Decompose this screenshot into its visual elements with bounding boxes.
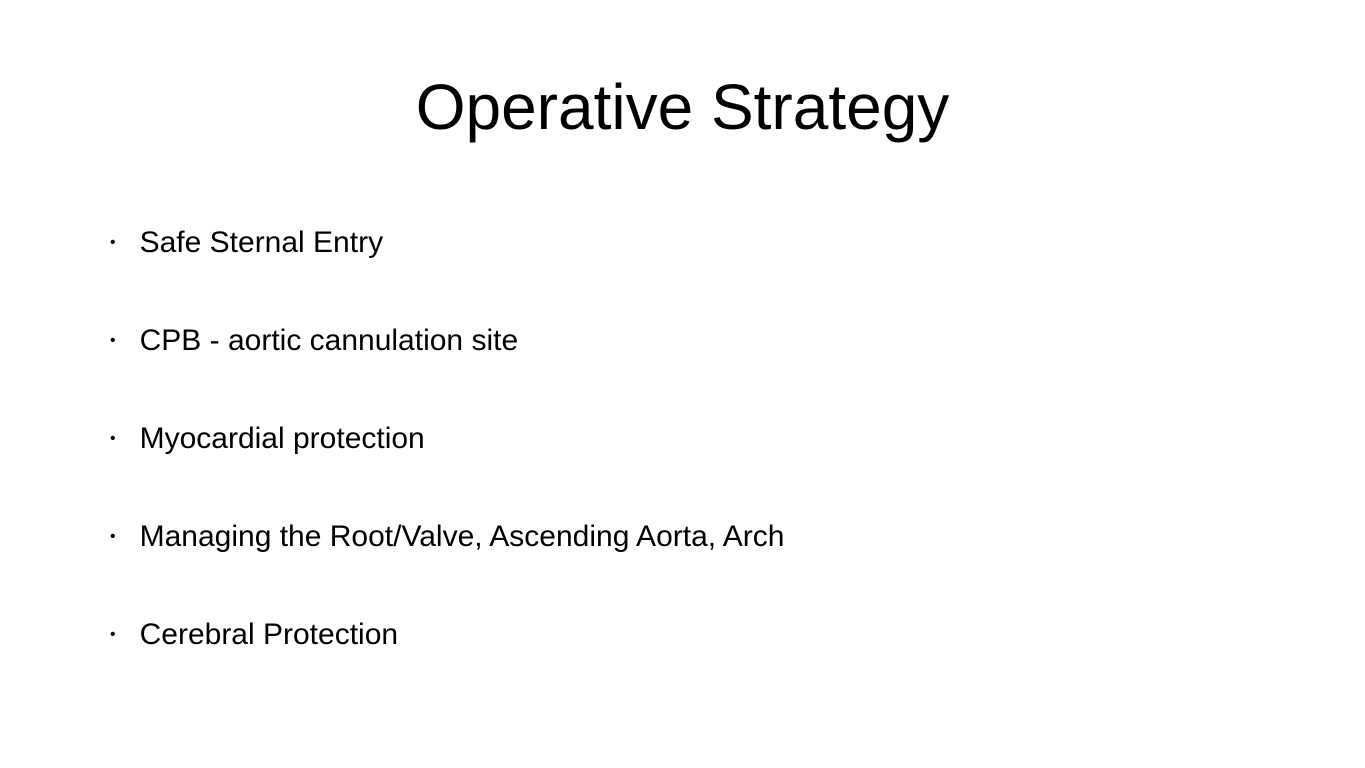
slide-container: Operative Strategy • Safe Sternal Entry …	[0, 0, 1365, 768]
slide-title: Operative Strategy	[100, 70, 1265, 144]
list-item: • CPB - aortic cannulation site	[110, 322, 1265, 360]
bullet-icon: •	[110, 518, 116, 556]
bullet-icon: •	[110, 616, 116, 654]
bullet-list: • Safe Sternal Entry • CPB - aortic cann…	[100, 224, 1265, 714]
bullet-text: Managing the Root/Valve, Ascending Aorta…	[140, 518, 785, 556]
bullet-icon: •	[110, 322, 116, 360]
list-item: • Safe Sternal Entry	[110, 224, 1265, 262]
list-item: • Myocardial protection	[110, 420, 1265, 458]
bullet-text: Myocardial protection	[140, 420, 425, 458]
bullet-text: Cerebral Protection	[140, 616, 398, 654]
bullet-text: CPB - aortic cannulation site	[140, 322, 519, 360]
list-item: • Managing the Root/Valve, Ascending Aor…	[110, 518, 1265, 556]
bullet-icon: •	[110, 420, 116, 458]
list-item: • Cerebral Protection	[110, 616, 1265, 654]
bullet-text: Safe Sternal Entry	[140, 224, 383, 262]
bullet-icon: •	[110, 224, 116, 262]
